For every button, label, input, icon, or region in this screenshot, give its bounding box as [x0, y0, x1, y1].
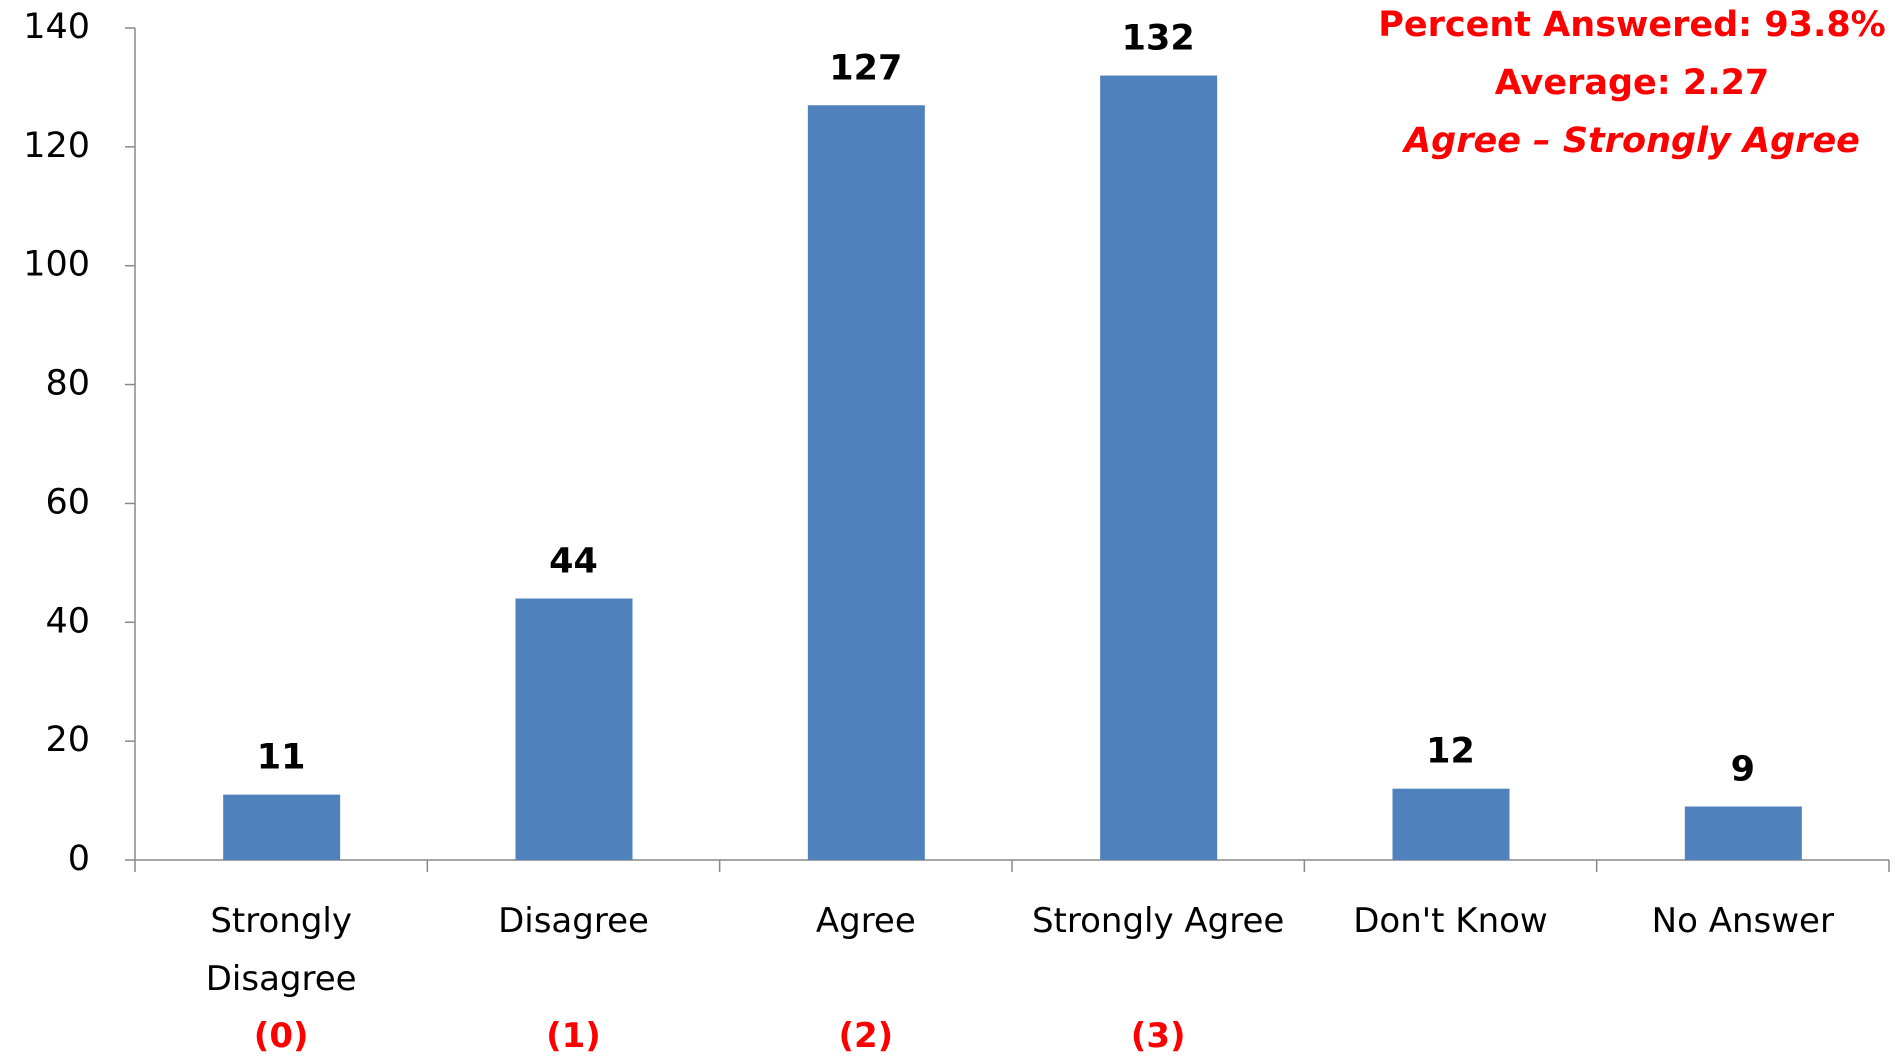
bar — [1392, 788, 1510, 860]
value-label: 44 — [549, 542, 598, 582]
y-tick-label: 80 — [45, 364, 90, 404]
annotation: Average: 2.27 — [1495, 63, 1770, 103]
scale-label: (2) — [838, 1016, 894, 1056]
value-label: 11 — [257, 738, 306, 778]
y-tick-label: 20 — [45, 720, 90, 760]
y-tick-label: 0 — [68, 839, 90, 879]
bar — [223, 794, 341, 860]
x-tick-label: Strongly Disagree — [205, 901, 357, 999]
y-tick-label: 120 — [23, 126, 90, 166]
annotation: Percent Answered: 93.8% — [1378, 5, 1886, 45]
x-tick-label: No Answer — [1651, 901, 1834, 941]
x-tick-label: Disagree — [498, 901, 649, 941]
y-tick-label: 100 — [23, 245, 90, 285]
value-label: 132 — [1122, 19, 1195, 59]
scale-label: (3) — [1130, 1016, 1186, 1056]
bar — [515, 598, 633, 860]
bar — [807, 105, 925, 860]
bar — [1100, 75, 1218, 861]
value-label: 127 — [829, 48, 902, 88]
y-tick-label: 40 — [45, 601, 90, 641]
y-tick-label: 60 — [45, 482, 90, 522]
annotation: Agree – Strongly Agree — [1401, 121, 1860, 161]
bar — [1684, 806, 1802, 860]
value-label: 12 — [1426, 732, 1475, 772]
scale-label: (1) — [546, 1016, 601, 1056]
scale-label: (0) — [253, 1016, 309, 1056]
x-tick-label: Strongly Agree — [1031, 901, 1285, 941]
x-tick-label: Agree — [815, 901, 916, 941]
y-tick-label: 140 — [23, 7, 90, 47]
value-label: 9 — [1731, 750, 1755, 790]
x-tick-label: Don't Know — [1353, 901, 1548, 941]
